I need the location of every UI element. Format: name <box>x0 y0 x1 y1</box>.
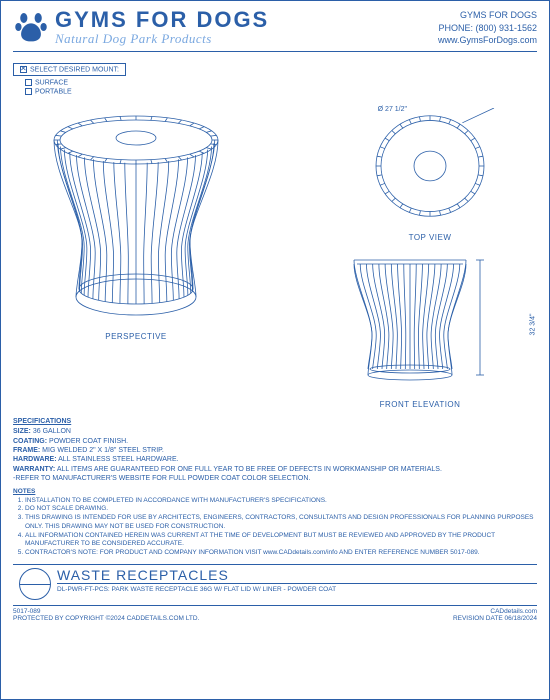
title-block: WASTE RECEPTACLES DL-PWR-FT-PCS: PARK WA… <box>13 564 537 603</box>
mount-option[interactable]: SURFACE <box>25 79 537 86</box>
copyright: PROTECTED BY COPYRIGHT ©2024 CADDETAILS.… <box>13 615 199 622</box>
notes: NOTES INSTALLATION TO BE COMPLETED IN AC… <box>13 488 537 558</box>
top-view-label: TOP VIEW <box>365 233 495 242</box>
note-item: INSTALLATION TO BE COMPLETED IN ACCORDAN… <box>25 497 537 506</box>
note-item: ALL INFORMATION CONTAINED HEREIN WAS CUR… <box>25 532 537 550</box>
front-elevation: FRONT ELEVATION <box>345 250 495 409</box>
perspective-view: PERSPECTIVE <box>41 112 231 341</box>
mount-option[interactable]: PORTABLE <box>25 88 537 95</box>
perspective-label: PERSPECTIVE <box>41 332 231 341</box>
dimension-height: 32 3/4" <box>530 313 537 335</box>
brand-logo: GYMS FOR DOGS Natural Dog Park Products <box>13 9 269 47</box>
notes-heading: NOTES <box>13 488 537 497</box>
drawing-subtitle: DL-PWR-FT-PCS: PARK WASTE RECEPTACLE 36G… <box>57 584 537 593</box>
contact-company: GYMS FOR DOGS <box>438 9 537 22</box>
contact-block: GYMS FOR DOGS PHONE: (800) 931-1562 www.… <box>438 9 537 47</box>
paw-icon <box>13 9 49 45</box>
mount-heading: SELECT DESIRED MOUNT: <box>13 63 126 76</box>
contact-url: www.GymsForDogs.com <box>438 34 537 47</box>
top-view: TOP VIEW <box>365 108 495 242</box>
revision-date: REVISION DATE 06/18/2024 <box>453 615 537 622</box>
reference-number: 5017-089 <box>13 608 40 615</box>
front-elevation-label: FRONT ELEVATION <box>345 400 495 409</box>
footer: 5017-089 PROTECTED BY COPYRIGHT ©2024 CA… <box>13 605 537 622</box>
checkbox-icon <box>25 88 32 95</box>
checkbox-icon <box>25 79 32 86</box>
detail-bubble-icon <box>19 568 51 600</box>
specifications: SPECIFICATIONS SIZE: 36 GALLON COATING: … <box>13 417 537 484</box>
caddetails-logo: CADdetails.com <box>490 608 537 615</box>
drawing-title: WASTE RECEPTACLES <box>57 567 537 584</box>
specs-heading: SPECIFICATIONS <box>13 417 537 426</box>
contact-phone: PHONE: (800) 931-1562 <box>438 22 537 35</box>
brand-subtitle: Natural Dog Park Products <box>55 31 269 47</box>
note-item: DO NOT SCALE DRAWING. <box>25 505 537 514</box>
brand-title: GYMS FOR DOGS <box>55 9 269 31</box>
note-item: CONTRACTOR'S NOTE: FOR PRODUCT AND COMPA… <box>25 549 537 558</box>
checkbox-icon <box>20 66 27 73</box>
note-item: THIS DRAWING IS INTENDED FOR USE BY ARCH… <box>25 514 537 532</box>
